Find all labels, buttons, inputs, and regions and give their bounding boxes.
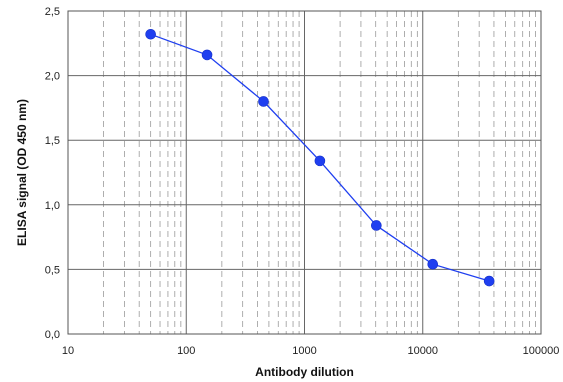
y-tick-label: 1,0 bbox=[45, 200, 60, 212]
x-axis-title: Antibody dilution bbox=[255, 365, 354, 379]
plot-frame bbox=[67, 10, 542, 335]
y-axis-ticks: 0,0 0,5 1,0 1,5 2,0 2,5 bbox=[45, 6, 60, 341]
y-tick-label: 2,5 bbox=[45, 6, 60, 18]
data-point bbox=[427, 258, 439, 270]
y-tick-label: 1,5 bbox=[45, 135, 60, 147]
data-point bbox=[314, 155, 326, 167]
data-point bbox=[258, 96, 269, 107]
x-tick-label: 100000 bbox=[523, 345, 560, 357]
major-gridlines bbox=[68, 11, 541, 334]
data-point bbox=[371, 220, 382, 231]
data-point bbox=[145, 28, 156, 40]
y-axis-title: ELISA signal (OD 450 nm) bbox=[15, 99, 29, 246]
x-tick-label: 10000 bbox=[407, 345, 438, 357]
y-tick-label: 2,0 bbox=[45, 71, 60, 83]
data-point bbox=[483, 275, 495, 287]
y-tick-label: 0,5 bbox=[45, 264, 60, 276]
minor-gridlines bbox=[103, 11, 536, 334]
y-tick-label: 0,0 bbox=[45, 329, 60, 341]
data-point bbox=[201, 49, 213, 61]
x-tick-label: 1000 bbox=[292, 345, 316, 357]
x-axis-ticks: 10 100 1000 10000 100000 bbox=[62, 345, 559, 357]
x-tick-label: 100 bbox=[177, 345, 195, 357]
x-tick-label: 10 bbox=[62, 345, 74, 357]
series-layer bbox=[145, 28, 495, 287]
